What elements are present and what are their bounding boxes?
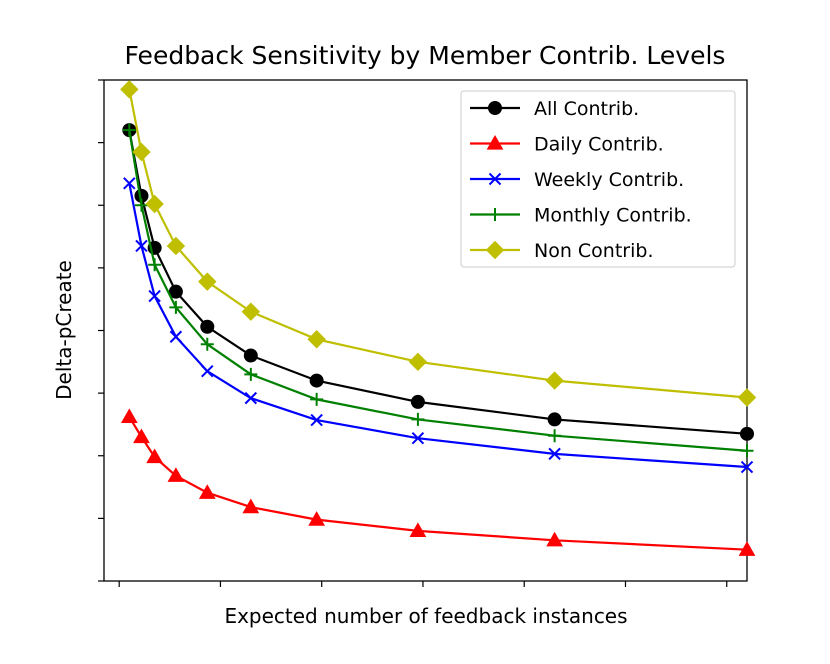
series-line-weekly-contrib [128, 183, 748, 469]
x-axis-label: Expected number of feedback instances [224, 604, 627, 628]
data-point-weekly-contrib [548, 447, 561, 461]
legend-marker-all-contrib [488, 101, 502, 115]
data-point-weekly-contrib [244, 391, 258, 405]
data-point-weekly-contrib [169, 330, 183, 343]
chart-title: Feedback Sensitivity by Member Contrib. … [125, 41, 726, 70]
legend-label-all-contrib: All Contrib. [534, 98, 639, 120]
data-point-non-contrib [132, 142, 151, 162]
legend-item-daily-contrib: Daily Contrib. [470, 134, 664, 156]
data-point-all-contrib [168, 284, 183, 299]
data-point-monthly-contrib [134, 198, 148, 212]
data-point-weekly-contrib [740, 460, 754, 474]
legend-marker-non-contrib [485, 240, 505, 260]
data-point-monthly-contrib [310, 392, 324, 406]
data-point-daily-contrib [738, 541, 756, 556]
data-point-non-contrib [545, 371, 564, 390]
legend-marker-monthly-contrib [488, 208, 502, 221]
data-point-weekly-contrib [411, 432, 425, 445]
series-line-monthly-contrib [128, 129, 748, 452]
legend-item-weekly-contrib: Weekly Contrib. [470, 169, 684, 191]
legend-label-non-contrib: Non Contrib. [534, 240, 654, 262]
legend-label-daily-contrib: Daily Contrib. [534, 134, 664, 156]
data-point-weekly-contrib [148, 289, 161, 303]
data-point-daily-contrib [167, 467, 185, 482]
legend-label-monthly-contrib: Monthly Contrib. [534, 205, 692, 227]
data-point-non-contrib [120, 80, 139, 99]
data-point-daily-contrib [546, 531, 563, 547]
data-point-monthly-contrib [244, 367, 258, 381]
series-daily-contrib [120, 408, 756, 556]
data-point-daily-contrib [120, 408, 138, 424]
data-point-weekly-contrib [135, 239, 148, 253]
data-point-all-contrib [410, 394, 425, 409]
data-point-daily-contrib [409, 522, 427, 538]
legend-marker-daily-contrib [486, 134, 504, 150]
series-layer [120, 80, 757, 556]
series-weekly-contrib [123, 177, 754, 474]
data-point-non-contrib [408, 352, 428, 372]
data-point-daily-contrib [308, 511, 326, 526]
legend-box [460, 90, 736, 268]
data-point-weekly-contrib [123, 177, 136, 190]
data-point-monthly-contrib [148, 258, 162, 272]
data-point-monthly-contrib [169, 300, 183, 314]
series-non-contrib [120, 80, 757, 407]
data-point-non-contrib [737, 388, 757, 407]
axes [98, 79, 748, 587]
data-point-all-contrib [740, 426, 754, 441]
data-point-all-contrib [547, 412, 562, 427]
legend-label-weekly-contrib: Weekly Contrib. [534, 169, 684, 191]
data-point-daily-contrib [198, 484, 216, 499]
data-point-non-contrib [145, 194, 164, 214]
legend: All Contrib. Daily Contrib. Weekly Contrib… [460, 90, 736, 268]
series-line-daily-contrib [128, 416, 748, 551]
data-point-daily-contrib [242, 498, 260, 514]
series-line-all-contrib [128, 129, 748, 435]
data-point-monthly-contrib [200, 337, 214, 351]
data-point-weekly-contrib [201, 364, 214, 378]
data-point-monthly-contrib [122, 123, 136, 137]
data-point-non-contrib [241, 302, 261, 321]
series-line-non-contrib [128, 89, 748, 399]
legend-marker-weekly-contrib [488, 172, 502, 186]
data-point-daily-contrib [133, 428, 150, 444]
series-all-contrib [122, 123, 754, 441]
data-point-non-contrib [307, 330, 326, 349]
y-axis-label: Delta-pCreate [52, 260, 76, 400]
data-point-all-contrib [309, 373, 324, 388]
data-point-monthly-contrib [740, 444, 754, 458]
data-point-all-contrib [243, 348, 258, 363]
legend-item-all-contrib: All Contrib. [470, 98, 639, 120]
legend-item-monthly-contrib: Monthly Contrib. [470, 205, 692, 227]
series-monthly-contrib [122, 123, 754, 458]
data-point-monthly-contrib [411, 412, 425, 426]
data-point-non-contrib [198, 272, 217, 291]
data-point-all-contrib [200, 319, 215, 334]
data-point-monthly-contrib [548, 429, 562, 443]
data-point-daily-contrib [146, 448, 163, 464]
data-point-non-contrib [166, 236, 186, 256]
data-point-weekly-contrib [310, 413, 323, 427]
legend-item-non-contrib: Non Contrib. [470, 240, 654, 262]
